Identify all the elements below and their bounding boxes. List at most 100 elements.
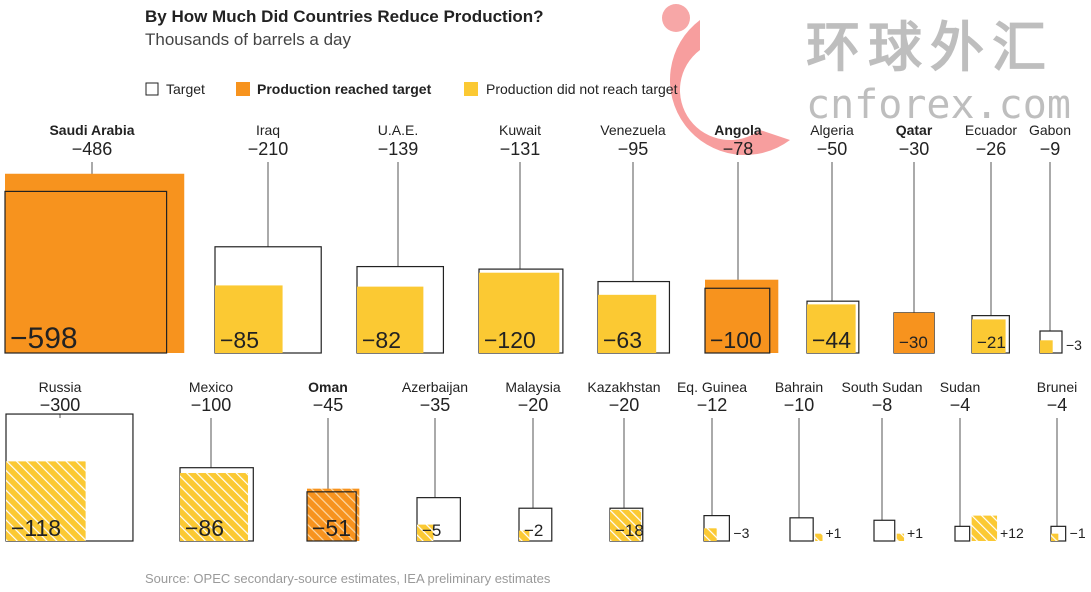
target-value: −10: [784, 395, 815, 415]
country-sudan: Sudan−4 +12: [940, 379, 1024, 542]
production-value: −1: [1070, 525, 1086, 541]
production-value: −120: [484, 327, 536, 353]
production-square: [357, 286, 424, 353]
target-value: −78: [723, 139, 754, 159]
chart-subtitle: Thousands of barrels a day: [145, 30, 352, 49]
production-square: [896, 533, 905, 541]
production-value: −3: [733, 525, 749, 541]
country-name: Kuwait: [499, 122, 541, 138]
country-name: South Sudan: [842, 379, 923, 395]
country-name: Eq. Guinea: [677, 379, 747, 395]
target-value: −26: [976, 139, 1007, 159]
country-algeria: Algeria−50 −44: [806, 122, 860, 354]
country-mexico: Mexico−100 −86: [179, 379, 254, 542]
target-value: −4: [1047, 395, 1068, 415]
country-name: Ecuador: [965, 122, 1017, 138]
country-name: Azerbaijan: [402, 379, 468, 395]
country-name: Saudi Arabia: [49, 122, 134, 138]
watermark-domain: cnforex.com: [806, 82, 1071, 128]
target-square: [306, 491, 357, 542]
production-square: [894, 312, 935, 353]
target-value: −35: [420, 395, 451, 415]
production-value: +1: [907, 525, 923, 541]
production-value: −30: [899, 333, 928, 352]
watermark: 环球外汇 cnforex.com: [662, 4, 1071, 156]
production-square: [180, 473, 248, 541]
country-kazakhstan: Kazakhstan−20 −18: [587, 379, 661, 542]
legend-target-swatch: [145, 82, 159, 96]
target-square: [954, 525, 971, 542]
production-square: [417, 524, 434, 541]
country-name: Kazakhstan: [587, 379, 660, 395]
production-square: [519, 530, 530, 541]
target-value: −8: [872, 395, 893, 415]
country-name: Russia: [39, 379, 82, 395]
target-value: −139: [378, 139, 419, 159]
production-value: −21: [977, 333, 1006, 352]
country-name: Mexico: [189, 379, 234, 395]
production-square: [6, 461, 86, 541]
legend-reached-label: Production reached target: [257, 81, 432, 97]
target-square: [873, 519, 896, 542]
target-value: −30: [899, 139, 930, 159]
target-value: −300: [40, 395, 81, 415]
production-square: [215, 285, 283, 353]
chart-marks: Saudi Arabia−486−598Iraq−210−85U.A.E.−13…: [4, 122, 1086, 542]
country-name: Angola: [714, 122, 762, 138]
target-square: [518, 507, 553, 542]
country-qatar: Qatar−30−30: [893, 122, 935, 354]
production-value: −18: [615, 521, 644, 540]
legend: Target Production reached target Product…: [145, 81, 678, 97]
target-square: [416, 497, 461, 542]
target-value: −50: [817, 139, 848, 159]
country-name: Qatar: [896, 122, 933, 138]
watermark-chinese: 环球外汇: [806, 15, 1054, 79]
chart-title: By How Much Did Countries Reduce Product…: [145, 7, 544, 26]
production-value: −118: [11, 515, 61, 541]
production-value: +12: [1000, 525, 1024, 541]
country-venezuela: Venezuela−95 −63: [597, 122, 671, 354]
country-ecuador: Ecuador−26 −21: [965, 122, 1017, 354]
watermark-logo: [669, 20, 790, 156]
legend-not-reached-swatch: [464, 82, 478, 96]
production-value: −598: [10, 322, 78, 355]
target-value: −12: [697, 395, 728, 415]
source-note: Source: OPEC secondary-source estimates,…: [145, 571, 551, 586]
production-square: [610, 509, 642, 541]
country-malaysia: Malaysia−20 −2: [505, 379, 561, 542]
production-square: [971, 515, 998, 541]
production-square: [705, 279, 779, 353]
country-bahrain: Bahrain−10 +1: [775, 379, 842, 542]
production-value: −63: [603, 327, 642, 353]
country-south-sudan: South Sudan−8 +1: [842, 379, 923, 542]
target-value: −4: [950, 395, 971, 415]
target-value: −100: [191, 395, 232, 415]
legend-not-reached-label: Production did not reach target: [486, 81, 678, 97]
production-square: [5, 173, 185, 353]
production-value: −5: [422, 521, 441, 540]
target-value: −20: [609, 395, 640, 415]
production-square: [972, 319, 1006, 353]
country-name: Bahrain: [775, 379, 823, 395]
country-u-a-e: U.A.E.−139 −82: [356, 122, 445, 354]
country-angola: Angola−78 −100: [704, 122, 779, 354]
country-name: Oman: [308, 379, 348, 395]
production-square: [598, 294, 657, 353]
country-name: Sudan: [940, 379, 980, 395]
target-value: −131: [500, 139, 541, 159]
country-name: Gabon: [1029, 122, 1071, 138]
watermark-logo-dot: [662, 4, 690, 32]
country-name: Iraq: [256, 122, 280, 138]
legend-target-label: Target: [166, 81, 205, 97]
country-saudi-arabia: Saudi Arabia−486 −598: [4, 122, 185, 355]
country-brunei: Brunei−4 −1: [1037, 379, 1086, 542]
target-value: −210: [248, 139, 289, 159]
production-square: [815, 533, 823, 541]
production-value: −51: [312, 515, 351, 541]
production-square: [1051, 533, 1059, 541]
production-square: [1040, 340, 1053, 353]
production-square: [704, 528, 717, 541]
legend-reached-swatch: [236, 82, 250, 96]
production-value: −100: [710, 327, 762, 353]
